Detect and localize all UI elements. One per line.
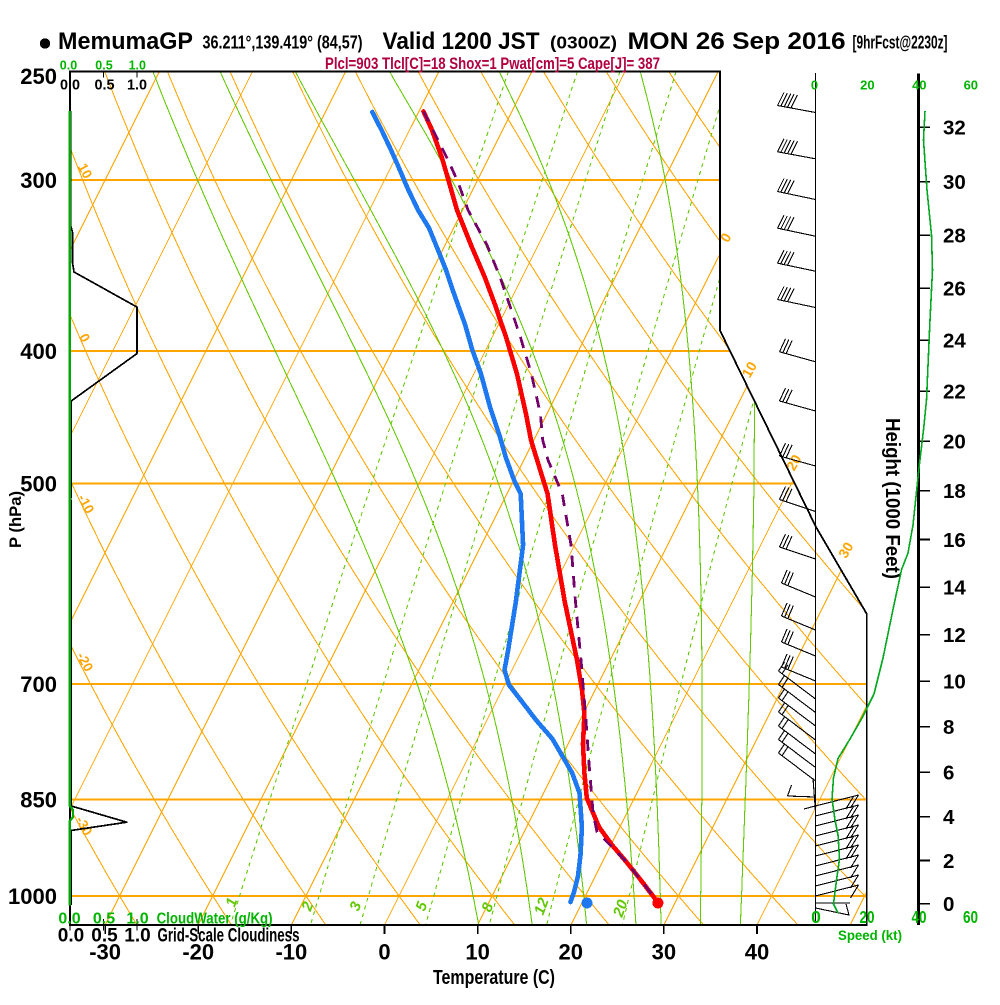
- svg-text:20: 20: [943, 431, 966, 454]
- svg-text:Temperature (C): Temperature (C): [433, 967, 555, 989]
- svg-text:10: 10: [943, 670, 966, 693]
- svg-text:6: 6: [943, 761, 954, 784]
- svg-text:40: 40: [912, 907, 927, 927]
- svg-text:40: 40: [912, 78, 926, 93]
- svg-text:8: 8: [943, 716, 954, 739]
- svg-text:0.0: 0.0: [60, 78, 80, 94]
- svg-text:1000: 1000: [8, 884, 57, 909]
- svg-text:10: 10: [75, 161, 95, 181]
- svg-text:0.0: 0.0: [58, 926, 84, 947]
- svg-text:400: 400: [20, 339, 57, 364]
- svg-text:32: 32: [943, 116, 966, 139]
- svg-text:1.0: 1.0: [129, 59, 146, 73]
- svg-text:0: 0: [811, 907, 821, 927]
- svg-text:30: 30: [835, 539, 857, 561]
- svg-text:24: 24: [943, 329, 966, 352]
- svg-text:Grid-Scale Cloudiness: Grid-Scale Cloudiness: [158, 926, 300, 947]
- svg-text:36.211°,139.419° (84,57): 36.211°,139.419° (84,57): [203, 33, 363, 53]
- svg-text:1.0: 1.0: [126, 911, 148, 928]
- svg-text:P (hPa): P (hPa): [6, 491, 25, 548]
- svg-text:20: 20: [610, 897, 632, 920]
- svg-text:-30: -30: [89, 940, 121, 965]
- svg-text:Valid 1200 JST: Valid 1200 JST: [383, 28, 540, 55]
- svg-text:30: 30: [943, 171, 966, 194]
- svg-text:0.5: 0.5: [91, 926, 118, 947]
- svg-text:18: 18: [943, 480, 966, 503]
- svg-text:60: 60: [963, 907, 978, 927]
- svg-text:CloudWater (g/Kg): CloudWater (g/Kg): [157, 911, 273, 928]
- svg-text:0: 0: [378, 940, 390, 965]
- svg-text:Height (1000 Feet): Height (1000 Feet): [881, 418, 903, 579]
- svg-text:0.5: 0.5: [94, 78, 114, 94]
- svg-text:0: 0: [943, 893, 954, 916]
- svg-text:10: 10: [738, 359, 760, 381]
- svg-text:40: 40: [745, 940, 769, 965]
- svg-text:500: 500: [20, 472, 57, 497]
- svg-text:0.0: 0.0: [58, 911, 80, 928]
- svg-text:1.0: 1.0: [124, 926, 150, 947]
- svg-text:16: 16: [943, 529, 966, 552]
- svg-text:MON 26 Sep 2016: MON 26 Sep 2016: [628, 28, 846, 55]
- svg-text:28: 28: [943, 225, 966, 248]
- svg-text:0.5: 0.5: [95, 59, 112, 73]
- svg-text:850: 850: [20, 787, 57, 812]
- svg-text:[9hrFcst@2230z]: [9hrFcst@2230z]: [853, 33, 948, 53]
- svg-text:12: 12: [531, 895, 553, 917]
- svg-text:Speed (kt): Speed (kt): [838, 927, 902, 943]
- svg-text:60: 60: [964, 78, 978, 93]
- svg-text:0.5: 0.5: [93, 911, 115, 928]
- svg-text:4: 4: [943, 806, 955, 829]
- svg-text:14: 14: [943, 577, 966, 600]
- svg-text:700: 700: [20, 672, 57, 697]
- svg-text:30: 30: [652, 940, 676, 965]
- svg-text:MemumaGP: MemumaGP: [58, 28, 193, 55]
- svg-text:12: 12: [943, 624, 966, 647]
- svg-text:300: 300: [20, 168, 57, 193]
- svg-text:250: 250: [20, 64, 57, 89]
- svg-text:Plcl=903 Tlcl[C]=18 Shox=1 Pwa: Plcl=903 Tlcl[C]=18 Shox=1 Pwat[cm]=5 Ca…: [325, 55, 660, 73]
- svg-text:0.0: 0.0: [60, 59, 77, 73]
- svg-text:22: 22: [943, 380, 966, 403]
- svg-text:20: 20: [783, 452, 805, 474]
- svg-text:20: 20: [860, 78, 874, 93]
- svg-text:10: 10: [465, 940, 489, 965]
- svg-text:0: 0: [811, 78, 818, 93]
- svg-text:2: 2: [943, 850, 954, 873]
- svg-text:20: 20: [860, 907, 875, 927]
- svg-text:-20: -20: [182, 940, 214, 965]
- svg-text:20: 20: [559, 940, 583, 965]
- svg-text:26: 26: [943, 277, 966, 300]
- svg-text:(0300Z): (0300Z): [550, 33, 617, 53]
- svg-text:-10: -10: [275, 940, 307, 965]
- svg-text:1.0: 1.0: [127, 78, 147, 94]
